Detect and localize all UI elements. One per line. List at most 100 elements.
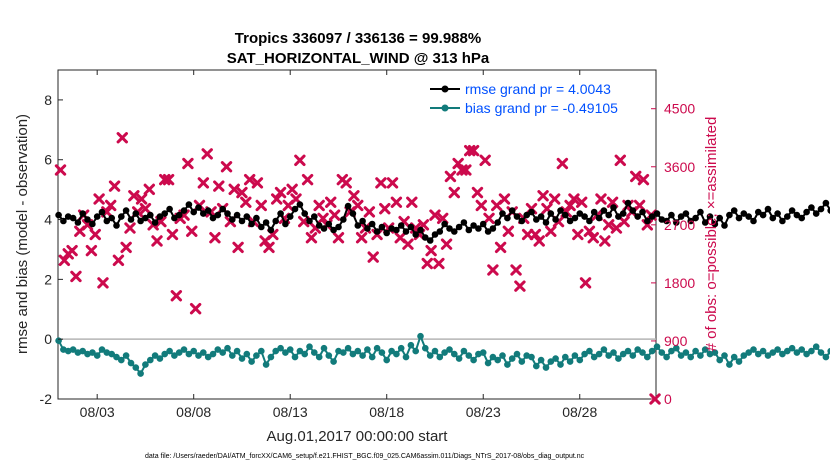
obs-marker-stroke-b — [583, 225, 596, 237]
bias-point-24 — [171, 352, 178, 359]
rmse-point-124 — [653, 210, 661, 217]
obs-marker-stroke-b — [128, 190, 140, 202]
obs-marker-81 — [367, 251, 379, 263]
rmse-point-42 — [258, 223, 265, 231]
bias-point-29 — [195, 352, 202, 359]
y-tick-label: 8 — [44, 92, 52, 108]
obs-marker-34 — [186, 225, 198, 237]
rmse-point-117 — [619, 210, 627, 217]
rmse-point-146 — [759, 211, 767, 219]
obs-marker-102 — [448, 186, 460, 199]
rmse-point-130 — [682, 210, 690, 217]
rmse-point-53 — [311, 213, 318, 220]
obs-marker-67 — [313, 199, 325, 212]
obs-marker-stroke-b — [630, 170, 642, 183]
obs-marker-149 — [630, 170, 642, 183]
bias-point-110 — [586, 347, 593, 355]
rmse-point-27 — [185, 201, 193, 208]
bias-point-16 — [132, 364, 140, 371]
obs-marker-stroke-b — [298, 215, 310, 228]
bias-point-148 — [769, 349, 777, 356]
legend-bias-marker — [441, 104, 449, 112]
bias-point-125 — [658, 349, 666, 356]
rmse-point-113 — [600, 207, 608, 214]
bias-point-129 — [677, 352, 685, 359]
rmse-point-59 — [340, 216, 347, 223]
obs-marker-115 — [498, 193, 511, 205]
bias-point-151 — [784, 347, 791, 355]
bias-point-53 — [311, 349, 318, 356]
obs-marker-17 — [120, 241, 132, 254]
y-tick-label: 0 — [44, 331, 52, 347]
obs-marker-stroke-b — [379, 202, 391, 215]
rmse-point-33 — [214, 211, 222, 219]
obs-marker-stroke-b — [143, 183, 156, 196]
bias-point-45 — [272, 347, 280, 355]
obs-marker-84 — [379, 202, 391, 215]
bias-point-23 — [166, 347, 173, 355]
bias-point-81 — [446, 346, 453, 353]
obs-marker-stroke-b — [232, 241, 244, 254]
rmse-point-148 — [769, 214, 777, 222]
rmse-point-114 — [605, 211, 612, 219]
obs-marker-130 — [556, 157, 569, 170]
obs-marker-95 — [421, 257, 433, 270]
obs-marker-98 — [433, 257, 445, 270]
rmse-point-94 — [508, 207, 516, 214]
bias-point-157 — [812, 343, 820, 351]
rmse-point-98 — [528, 208, 535, 216]
obs-marker-123 — [529, 228, 542, 241]
rmse-point-10 — [103, 217, 111, 225]
obs-marker-23 — [143, 183, 156, 196]
rmse-point-61 — [349, 210, 357, 217]
obs-marker-stroke-b — [390, 196, 403, 208]
rmse-point-15 — [127, 216, 135, 223]
obs-marker-108 — [471, 186, 484, 199]
bias-point-90 — [489, 353, 497, 361]
rmse-point-51 — [301, 210, 309, 217]
rmse-point-139 — [726, 211, 733, 219]
bias-point-153 — [793, 349, 801, 356]
obs-marker-stroke-b — [294, 154, 306, 167]
bias-point-133 — [697, 352, 704, 359]
obs-marker-stroke-b — [440, 238, 453, 250]
bias-point-160 — [827, 347, 830, 355]
bias-point-154 — [798, 346, 805, 353]
bias-point-27 — [185, 350, 193, 358]
rmse-point-154 — [798, 214, 805, 222]
bias-point-12 — [113, 353, 120, 361]
rmse-point-93 — [504, 214, 511, 222]
obs-marker-96 — [425, 244, 437, 257]
obs-marker-100 — [440, 238, 453, 250]
bias-point-126 — [663, 353, 670, 361]
rmse-point-52 — [306, 217, 313, 225]
obs-marker-45 — [228, 183, 240, 196]
bias-point-109 — [581, 350, 588, 358]
rmse-point-111 — [590, 208, 598, 216]
rmse-point-14 — [122, 207, 130, 214]
bias-point-107 — [571, 352, 579, 359]
rmse-point-68 — [383, 229, 391, 237]
bias-point-13 — [118, 356, 125, 364]
bias-point-99 — [533, 362, 540, 370]
x-tick-label: 08/18 — [369, 404, 404, 420]
rmse-point-107 — [571, 214, 579, 222]
obs-marker-90 — [402, 238, 414, 250]
rmse-point-74 — [412, 231, 420, 238]
rmse-point-121 — [639, 208, 646, 216]
obs-marker-21 — [135, 193, 148, 205]
obs-marker-stroke-b — [548, 193, 561, 205]
obs-marker-78 — [355, 232, 368, 244]
obs-marker-stroke-b — [425, 244, 437, 257]
bias-point-158 — [817, 349, 825, 356]
obs-marker-stroke-b — [112, 254, 125, 267]
bias-point-69 — [388, 347, 395, 355]
rmse-point-159 — [822, 199, 830, 207]
rmse-point-76 — [422, 234, 429, 241]
obs-marker-91 — [406, 196, 418, 208]
obs-marker-stroke-b — [151, 235, 163, 247]
bias-point-132 — [692, 347, 699, 355]
obs-marker-76 — [348, 190, 360, 202]
rmse-point-60 — [344, 202, 352, 210]
rmse-point-66 — [373, 228, 381, 235]
